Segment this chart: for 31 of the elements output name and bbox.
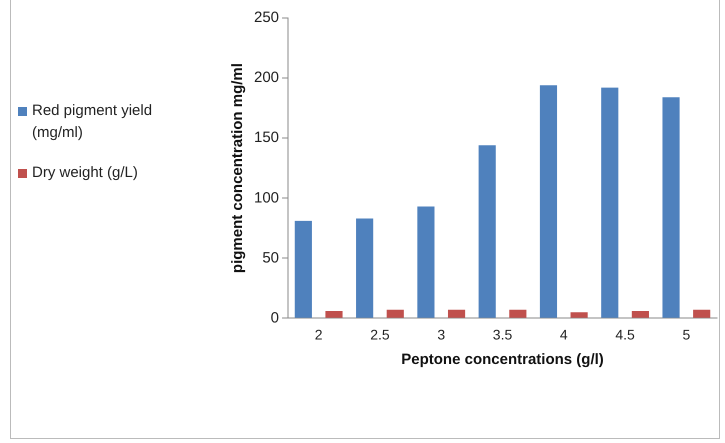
bar: [478, 145, 496, 318]
bar: [325, 310, 343, 318]
y-tick-label: 100: [254, 189, 280, 206]
bar: [417, 206, 434, 318]
x-tick-label: 2: [314, 326, 323, 342]
bar: [570, 312, 588, 318]
x-tick-label: 3: [437, 326, 446, 342]
bar: [448, 310, 466, 318]
bar: [601, 88, 618, 318]
y-tick-label: 200: [254, 69, 280, 86]
bar: [294, 220, 312, 318]
y-tick-label: 150: [254, 129, 280, 146]
bar: [356, 218, 374, 318]
x-tick-label: 2.5: [370, 326, 390, 342]
y-tick-label: 50: [262, 249, 280, 266]
x-tick-label: 3.5: [492, 326, 512, 342]
bar: [386, 310, 404, 318]
bar: [632, 310, 649, 318]
bar: [509, 310, 526, 318]
x-tick-label: 4.5: [615, 326, 636, 342]
y-axis-title: pigment concentration mg/ml: [229, 63, 246, 274]
x-tick-label: 4: [560, 326, 568, 342]
y-tick-label: 250: [254, 9, 280, 26]
legend-label: Dry weight (g/L): [32, 163, 138, 183]
bar: [693, 310, 710, 318]
bar: [662, 97, 680, 318]
x-tick-label: 5: [682, 326, 690, 342]
y-tick-label: 0: [270, 309, 280, 326]
x-axis-title: Peptone concentrations (g/l): [401, 351, 604, 368]
bar: [540, 85, 558, 318]
legend-label: Red pigment yield (mg/ml): [32, 101, 154, 143]
